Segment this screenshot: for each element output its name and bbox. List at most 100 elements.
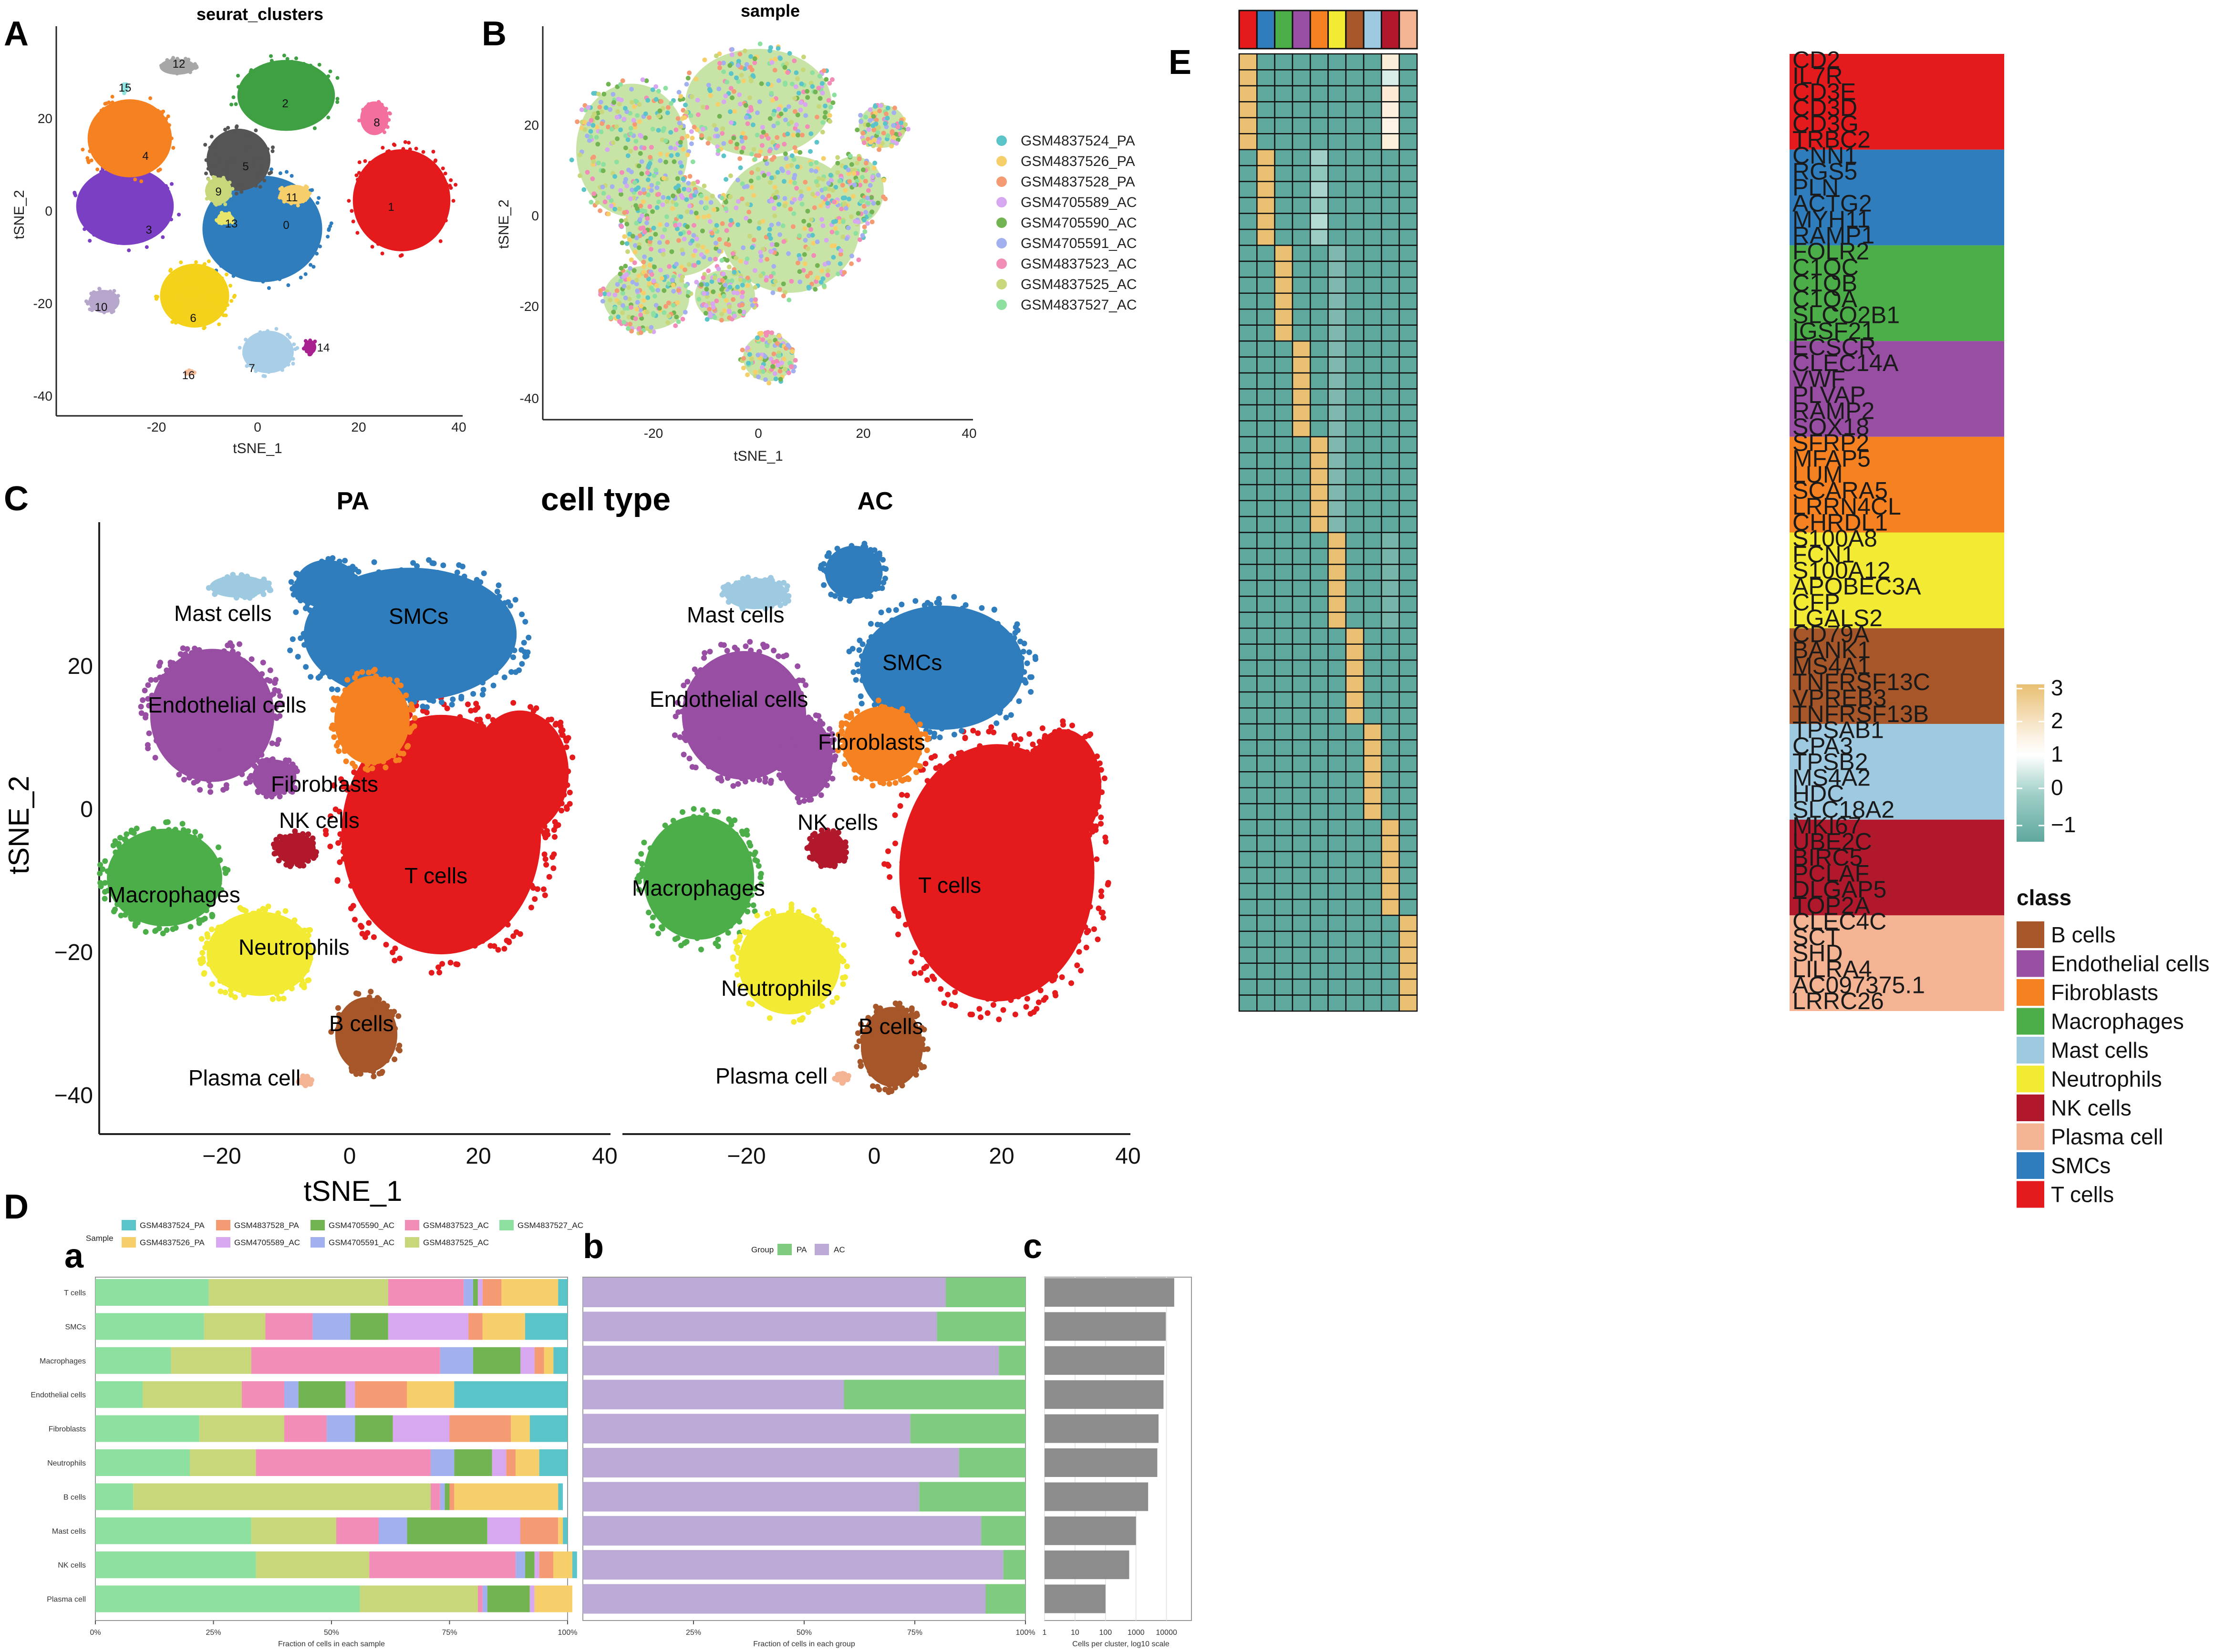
panel-c-title: cell type [541, 481, 671, 517]
sample-dot [678, 170, 683, 175]
sample-dot [810, 70, 815, 75]
sample-dot [737, 309, 743, 314]
sample-dot [595, 142, 600, 147]
sample-dot [676, 288, 681, 293]
sample-dot [724, 177, 729, 182]
celltype-macrophages-dot [124, 838, 130, 844]
celltype-t-cells-dot [526, 833, 532, 839]
sample-dot [737, 156, 743, 161]
cluster-5-dot [258, 185, 262, 189]
sample-dot [686, 262, 692, 267]
sample-dot [687, 174, 693, 179]
celltype-t-cells-dot [454, 922, 459, 929]
celltype-smcs-dot [355, 592, 361, 598]
celltype-macrophages-dot [187, 924, 194, 930]
celltype-t-cells-dot [434, 828, 440, 834]
sample-dot [671, 193, 676, 198]
sample-dot [673, 223, 678, 228]
sample-dot [901, 129, 905, 134]
celltype-endothelial-cells-dot [276, 737, 282, 743]
celltype-t-cells-dot [513, 772, 519, 778]
cluster-6-dot [189, 283, 193, 287]
celltype-fibroblasts-dot [347, 728, 353, 734]
cluster-6-dot [189, 290, 193, 294]
cluster-0-dot [225, 251, 228, 255]
celltype-fibroblasts-dot [362, 766, 369, 772]
sample-dot [870, 209, 875, 215]
sample-dot [839, 206, 844, 212]
cluster-3-dot [148, 177, 152, 182]
sample-dot [812, 205, 817, 210]
cluster-label-0: 0 [283, 219, 289, 232]
sample-dot [756, 374, 761, 380]
celltype-t-cells-dot [419, 805, 425, 811]
sample-dot [618, 127, 623, 133]
celltype-t-cells-dot [478, 890, 485, 897]
celltype-smcs-dot [372, 595, 378, 601]
cluster-13-dot [219, 211, 224, 215]
celltype-t-cells-dot [477, 864, 484, 870]
celltype-smcs-dot [443, 576, 449, 582]
b-xtick-3: 20 [856, 426, 870, 441]
celltype-endothelial-cells-dot [229, 767, 236, 773]
cluster-10-dot [88, 299, 92, 304]
sample-dot [646, 192, 651, 197]
cluster-0-dot [227, 245, 231, 249]
cluster-1-dot [390, 211, 394, 216]
celltype-macrophages-dot [223, 870, 228, 876]
celltype-t-cells-dot [486, 811, 492, 817]
cluster-7-dot [256, 344, 260, 348]
celltype-macrophages-dot [132, 839, 138, 846]
sample-dot [799, 202, 805, 207]
celltype-smcs-dot [290, 636, 296, 642]
celltype-t-cells-dot [469, 933, 475, 939]
sample-dot [671, 303, 676, 308]
celltype-t-cells-dot [514, 809, 520, 816]
legend-dot-GSM4837527_AC [996, 299, 1007, 310]
sample-dot [720, 278, 725, 283]
sample-dot [782, 196, 787, 201]
celltype-endothelial-cells-dot [176, 772, 182, 778]
celltype-macrophages-dot [179, 821, 186, 827]
sample-dot [683, 103, 688, 108]
celltype-smcs-dot [360, 610, 366, 616]
celltype-smcs-dot [454, 569, 460, 576]
celltype-t-cells-dot [489, 843, 495, 849]
celltype-endothelial-cells-dot [256, 775, 262, 782]
celltype-t-cells-dot [519, 823, 526, 829]
sample-dot [648, 155, 653, 160]
sample-dot [653, 167, 658, 173]
sample-dot [575, 119, 580, 124]
sample-dot [637, 217, 642, 222]
celltype-macrophages-dot [133, 844, 139, 850]
celltype-smcs-dot [298, 598, 304, 604]
cluster-0-dot [291, 238, 295, 242]
sample-dot [763, 330, 768, 336]
cluster-1-dot [451, 199, 455, 203]
cluster-10-dot [98, 295, 102, 299]
celltype-t-cells-dot [531, 717, 537, 723]
sample-dot [758, 258, 764, 263]
cluster-10-dot [97, 302, 101, 306]
sample-dot [650, 87, 655, 93]
celltype-macrophages-dot [168, 908, 174, 914]
celltype-fibroblasts-dot [403, 725, 409, 732]
sample-dot [829, 243, 835, 248]
celltype-endothelial-cells-dot [187, 735, 193, 742]
cluster-7-dot [270, 361, 274, 365]
sample-dot [729, 278, 735, 283]
celltype-t-cells-dot [509, 886, 516, 892]
cluster-0-dot [253, 187, 258, 191]
celltype-endothelial-cells-dot [192, 765, 198, 771]
cluster-2-dot [288, 76, 292, 80]
sample-dot [842, 195, 848, 200]
sample-dot [819, 217, 824, 222]
sample-dot [813, 89, 818, 94]
sample-dot [681, 147, 686, 152]
sample-dot [859, 119, 864, 124]
b-xtick-4: 40 [962, 426, 976, 441]
cluster-3-dot [135, 221, 139, 225]
cluster-6-dot [197, 289, 202, 294]
cluster-1-dot [403, 140, 407, 144]
